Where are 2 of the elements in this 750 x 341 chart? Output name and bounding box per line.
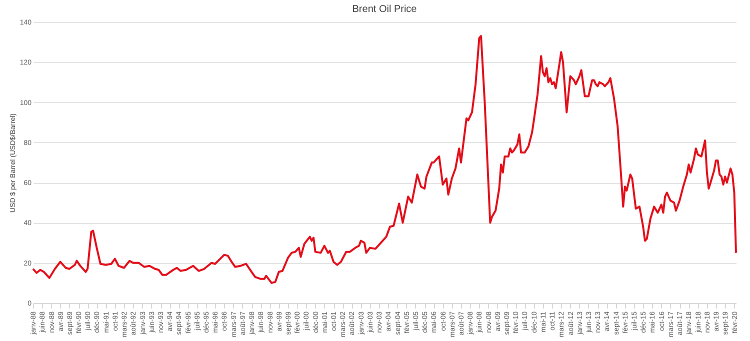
line-series bbox=[32, 35, 737, 284]
chart-title: Brent Oil Price bbox=[352, 4, 418, 15]
